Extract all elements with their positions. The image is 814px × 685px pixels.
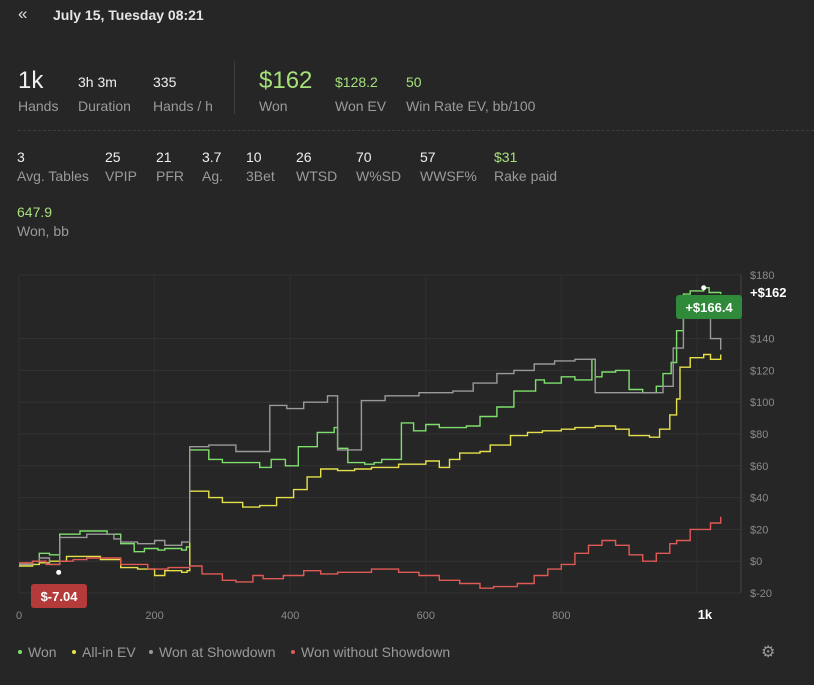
rake-paid-label: Rake paid	[494, 168, 558, 184]
hands-label: Hands	[18, 98, 59, 114]
aggression-value: 3.7	[202, 149, 222, 165]
end-value-label: +$162	[750, 285, 787, 300]
stat-aggression: 3.7 Ag.	[202, 149, 223, 184]
stat-wwsf: 57 WWSF%	[420, 149, 477, 184]
stat-win-rate: 50 Win Rate EV, bb/100	[406, 74, 535, 114]
x-tick-label: 600	[417, 610, 435, 622]
aggression-label: Ag.	[202, 168, 224, 184]
wsd-value: 70	[356, 149, 372, 165]
won-bb-label: Won, bb	[17, 223, 69, 239]
won-ev-value: $128.2	[335, 74, 378, 90]
y-tick-label: $-20	[750, 588, 772, 600]
settings-button[interactable]: ⚙	[761, 642, 775, 662]
stat-vpip: 25 VPIP	[105, 149, 137, 184]
won-label: Won	[259, 98, 288, 114]
chart-labels: $180 $140 $120 $100 $80 $60 $40 $20 $0 $-20 0 200 40…	[16, 270, 787, 622]
avg-tables-value: 3	[17, 149, 25, 165]
y-tick-label: $80	[750, 429, 768, 441]
series-line-won	[19, 287, 722, 566]
stat-wsd: 70 W%SD	[356, 149, 401, 184]
chart-series	[19, 287, 722, 589]
double-chevron-left-icon: «	[18, 4, 28, 23]
stats-divider	[18, 130, 814, 131]
y-tick-label: $120	[750, 365, 774, 377]
won-legend-dot	[18, 650, 22, 654]
stat-rake-paid: $31 Rake paid	[494, 149, 557, 184]
chart-grid	[18, 274, 742, 594]
won-bb-value: 647.9	[17, 204, 53, 220]
x-tick-label: 0	[16, 610, 22, 622]
stat-avg-tables: 3 Avg. Tables	[17, 149, 89, 184]
x-tick-label: 200	[145, 610, 163, 622]
y-tick-label: $20	[750, 524, 768, 536]
vpip-label: VPIP	[105, 168, 137, 184]
duration-value: 3h 3m	[78, 74, 117, 90]
hands-per-hour-value: 335	[153, 74, 177, 90]
profit-chart[interactable]: $180 $140 $120 $100 $80 $60 $40 $20 $0 $-20 0 200 40…	[0, 255, 814, 630]
won-ev-label: Won EV	[335, 98, 387, 114]
hands-value: 1k	[18, 67, 44, 94]
pfr-label: PFR	[156, 168, 184, 184]
allin-ev-legend-label: All-in EV	[82, 644, 136, 660]
3bet-label: 3Bet	[246, 168, 275, 184]
y-tick-label: $100	[750, 397, 774, 409]
min-badge	[31, 584, 87, 608]
min-badge-label: $-7.04	[41, 589, 79, 604]
allin-ev-legend-dot	[72, 650, 76, 654]
stat-hands-per-hour: 335 Hands / h	[153, 74, 213, 114]
back-button[interactable]: «	[18, 4, 36, 24]
legend-item-showdown[interactable]: Won at Showdown	[149, 644, 275, 660]
session-datetime: July 15, Tuesday 08:21	[53, 7, 204, 23]
win-rate-label: Win Rate EV, bb/100	[406, 98, 536, 114]
y-tick-label: $0	[750, 556, 762, 568]
min-point-marker	[56, 569, 62, 575]
y-tick-label: $60	[750, 461, 768, 473]
non-showdown-legend-label: Won without Showdown	[301, 644, 451, 660]
x-tick-label: 400	[281, 610, 299, 622]
legend-item-allin-ev[interactable]: All-in EV	[72, 644, 136, 660]
rake-paid-value: $31	[494, 149, 518, 165]
won-legend-label: Won	[28, 644, 57, 660]
3bet-value: 10	[246, 149, 262, 165]
wtsd-label: WTSD	[296, 168, 338, 184]
stat-won-ev: $128.2 Won EV	[335, 74, 386, 114]
avg-tables-label: Avg. Tables	[17, 168, 89, 184]
y-tick-label: $180	[750, 270, 774, 282]
max-badge-label: +$166.4	[685, 300, 733, 315]
y-tick-label: $40	[750, 493, 768, 505]
hands-per-hour-label: Hands / h	[153, 98, 213, 114]
duration-label: Duration	[78, 98, 131, 114]
wwsf-label: WWSF%	[420, 168, 477, 184]
summary-divider	[234, 61, 235, 114]
series-line-won-at-showdown	[19, 315, 722, 566]
won-value: $162	[259, 67, 313, 94]
stat-hands: 1k Hands	[18, 67, 59, 115]
stat-won: $162 Won	[259, 67, 313, 115]
stat-duration: 3h 3m Duration	[78, 74, 131, 114]
stat-wtsd: 26 WTSD	[296, 149, 337, 184]
win-rate-value: 50	[406, 74, 422, 90]
wsd-label: W%SD	[356, 168, 402, 184]
legend-item-non-showdown[interactable]: Won without Showdown	[291, 644, 450, 660]
stat-won-bb: 647.9 Won, bb	[17, 204, 69, 239]
x-tick-label: 800	[552, 610, 570, 622]
wwsf-value: 57	[420, 149, 436, 165]
y-tick-label: $140	[750, 334, 774, 346]
showdown-legend-label: Won at Showdown	[159, 644, 276, 660]
wtsd-value: 26	[296, 149, 312, 165]
legend-item-won[interactable]: Won	[18, 644, 57, 660]
stat-3bet: 10 3Bet	[246, 149, 275, 184]
stat-pfr: 21 PFR	[156, 149, 184, 184]
gear-icon: ⚙	[761, 644, 776, 661]
showdown-legend-dot	[149, 650, 153, 654]
series-line-won-without-showdown	[19, 516, 722, 589]
vpip-value: 25	[105, 149, 121, 165]
max-point-marker	[701, 285, 707, 291]
pfr-value: 21	[156, 149, 172, 165]
x-tick-label: 1k	[698, 607, 713, 622]
non-showdown-legend-dot	[291, 650, 295, 654]
max-badge	[676, 295, 742, 319]
